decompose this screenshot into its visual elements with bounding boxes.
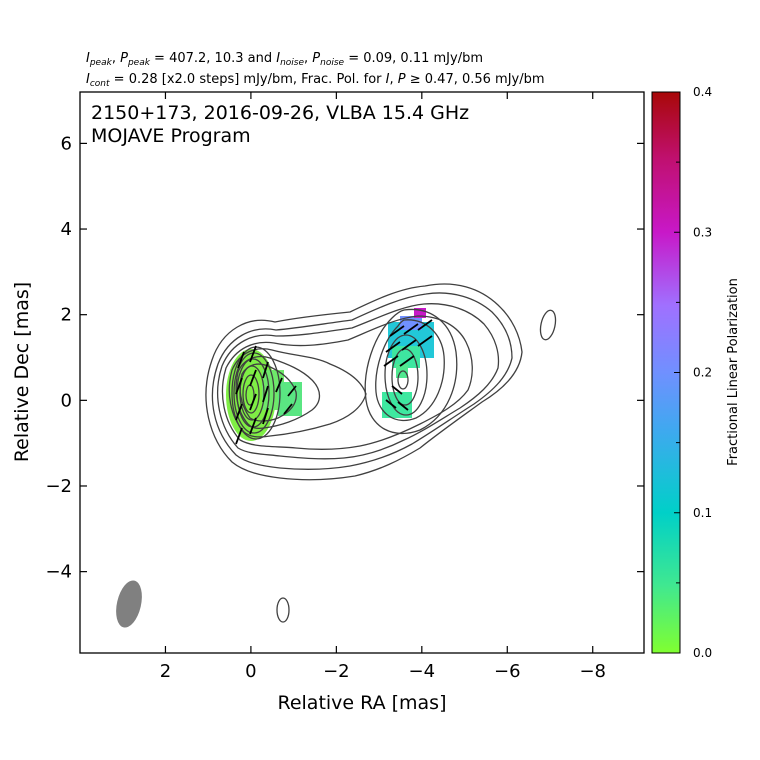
evpa-stick	[235, 427, 243, 445]
beam-ellipse	[116, 580, 142, 628]
evpa-stick	[417, 319, 433, 331]
contour-knot-1	[364, 308, 458, 435]
x-axis-ticks: 2 0 −2 −4 −6 −8	[160, 92, 606, 682]
colorbar-tick-label: 0.4	[693, 85, 712, 99]
evpa-stick	[262, 385, 269, 403]
y-tick-label: 2	[61, 305, 72, 326]
colorbar-tick-label: 0.2	[693, 366, 712, 380]
colorbar-tick-label: 0.3	[693, 225, 712, 239]
y-tick-label: 6	[61, 133, 72, 154]
pol-patch-knot-tip	[414, 308, 426, 318]
y-axis-label: Relative Dec [mas]	[11, 282, 33, 462]
evpa-vectors	[235, 319, 433, 445]
evpa-stick	[417, 335, 433, 347]
evpa-stick	[249, 417, 257, 435]
evpa-stick	[283, 403, 293, 415]
header-line-2: Icont = 0.28 [x2.0 steps] mJy/bm, Frac. …	[86, 72, 545, 89]
x-tick-label: 2	[160, 661, 171, 682]
evpa-stick	[237, 351, 245, 369]
pol-patch-core-tail	[278, 382, 302, 416]
chart-title: 2150+173, 2016-09-26, VLBA 15.4 GHz	[91, 102, 469, 124]
contour-knot-4	[391, 348, 419, 406]
contour-knot-3	[384, 334, 428, 416]
plot-area	[116, 283, 557, 628]
x-tick-label: 0	[245, 661, 256, 682]
contour-level-5	[228, 348, 367, 438]
evpa-stick	[275, 377, 283, 393]
y-tick-label: 0	[61, 390, 72, 411]
contour-core-4	[239, 365, 265, 421]
y-tick-label: −4	[45, 562, 72, 583]
evpa-stick	[249, 345, 257, 363]
y-axis-ticks: −4 −2 0 2 4 6	[45, 133, 644, 583]
colorbar-ticks: 0.0 0.1 0.2 0.3 0.4	[674, 85, 712, 660]
chart-subtitle: MOJAVE Program	[91, 125, 251, 147]
evpa-stick	[249, 369, 257, 387]
colorbar-tick-label: 0.0	[693, 646, 712, 660]
evpa-stick	[235, 377, 243, 395]
x-tick-label: −6	[494, 661, 521, 682]
contour-level-1	[205, 283, 523, 481]
contour-level-3	[216, 303, 500, 460]
evpa-stick	[401, 339, 417, 351]
evpa-stick	[399, 355, 415, 367]
contour-level-4	[221, 315, 473, 450]
contour-core-5	[242, 374, 260, 414]
evpa-stick	[403, 323, 419, 335]
header-line-1: Ipeak, Ppeak = 407.2, 10.3 and Inoise, P…	[86, 51, 483, 68]
colorbar-tick-label: 0.1	[693, 506, 712, 520]
y-tick-label: 4	[61, 219, 72, 240]
contour-knot-2	[375, 319, 445, 422]
evpa-stick	[385, 341, 401, 353]
evpa-stick	[397, 401, 409, 411]
colorbar: 0.0 0.1 0.2 0.3 0.4 Fractional Linear Polari…	[651, 85, 741, 660]
contour-knot-5	[397, 370, 409, 390]
evpa-stick	[383, 355, 399, 367]
evpa-stick	[389, 325, 405, 337]
y-tick-label: −2	[45, 476, 72, 497]
contour-isolated-south	[276, 597, 290, 623]
x-tick-label: −8	[579, 661, 606, 682]
evpa-stick	[262, 361, 269, 379]
x-axis-label: Relative RA [mas]	[277, 692, 446, 714]
plot-frame	[79, 91, 645, 654]
x-tick-label: −4	[409, 661, 436, 682]
evpa-stick	[287, 385, 297, 397]
colorbar-label: Fractional Linear Polarization	[726, 278, 741, 466]
contour-isolated-east	[539, 309, 557, 341]
intensity-contours	[205, 283, 557, 623]
x-tick-label: −2	[323, 661, 350, 682]
evpa-stick	[249, 393, 257, 411]
evpa-stick	[262, 407, 269, 425]
evpa-stick	[385, 399, 397, 409]
evpa-stick	[235, 403, 243, 421]
evpa-stick	[391, 385, 403, 395]
contour-level-2	[211, 292, 513, 470]
